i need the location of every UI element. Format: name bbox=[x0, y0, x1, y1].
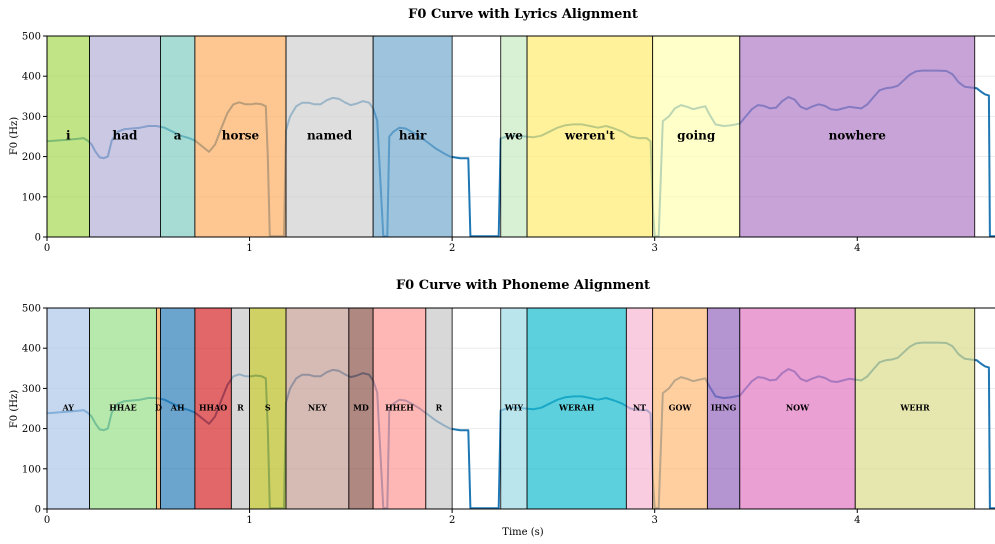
lyrics-ticks: 0 100 200 300 400 500 0 1 2 3 4 bbox=[22, 32, 861, 255]
phoneme-panel-xlabel: Time (s) bbox=[502, 527, 543, 538]
phoneme-axes-frame bbox=[46, 307, 995, 510]
phoneme-segment-11 bbox=[500, 307, 528, 510]
phoneme-segment-labels: AY HHAE D AH HHAO R S NEY MD HHEH R WIY WERAH NT GOW IH… bbox=[62, 403, 930, 413]
lyrics-segment-label-7: weren't bbox=[564, 129, 615, 143]
lyrics-ytick-label: 400 bbox=[22, 72, 41, 83]
lyrics-segment-label-0: i bbox=[66, 129, 71, 143]
phoneme-segment-label-6: S bbox=[265, 403, 271, 413]
lyrics-segments bbox=[46, 35, 976, 238]
phoneme-ytick-label: 400 bbox=[22, 344, 41, 355]
phoneme-segment-label-9: HHEH bbox=[385, 403, 414, 413]
lyrics-segment-7 bbox=[526, 35, 654, 238]
lyrics-segment-8 bbox=[652, 35, 741, 238]
lyrics-segment-9 bbox=[739, 35, 976, 238]
phoneme-panel: F0 Curve with Phoneme Alignment F0 (Hz) … bbox=[9, 278, 995, 538]
lyrics-segment-label-3: horse bbox=[222, 129, 260, 143]
lyrics-xtick-label: 4 bbox=[854, 243, 860, 254]
phoneme-xtick-label: 1 bbox=[246, 515, 252, 526]
lyrics-segment-label-9: nowhere bbox=[829, 129, 887, 143]
phoneme-segment-label-5: R bbox=[237, 403, 244, 413]
phoneme-segment-label-7: NEY bbox=[308, 403, 327, 413]
phoneme-segment-9 bbox=[372, 307, 427, 510]
phoneme-segment-label-2: D bbox=[155, 403, 162, 413]
phoneme-segment-1 bbox=[89, 307, 157, 510]
phoneme-segment-0 bbox=[46, 307, 90, 510]
phoneme-segment-label-0: AY bbox=[62, 403, 75, 413]
phoneme-segment-label-16: NOW bbox=[786, 403, 810, 413]
phoneme-segment-17 bbox=[854, 307, 976, 510]
phoneme-segment-label-14: GOW bbox=[669, 403, 693, 413]
lyrics-ytick-label: 200 bbox=[22, 152, 41, 163]
lyrics-panel: F0 Curve with Lyrics Alignment F0 (Hz) 0… bbox=[9, 7, 995, 254]
phoneme-ytick-label: 100 bbox=[22, 464, 41, 475]
lyrics-segment-5 bbox=[372, 35, 453, 238]
lyrics-xtick-label: 3 bbox=[652, 243, 658, 254]
phoneme-segment-label-12: WERAH bbox=[558, 403, 595, 413]
lyrics-axes-frame bbox=[46, 35, 995, 238]
lyrics-ytick-label: 300 bbox=[22, 112, 41, 123]
phoneme-ytick-label: 200 bbox=[22, 424, 41, 435]
phoneme-segment-label-11: WIY bbox=[504, 403, 524, 413]
lyrics-segment-4 bbox=[285, 35, 374, 238]
phoneme-segment-label-8: MD bbox=[353, 403, 369, 413]
phoneme-segment-label-1: HHAE bbox=[109, 403, 136, 413]
phoneme-segment-label-15: IHNG bbox=[711, 403, 737, 413]
lyrics-panel-title: F0 Curve with Lyrics Alignment bbox=[408, 7, 638, 22]
lyrics-segment-3 bbox=[194, 35, 287, 238]
phoneme-segment-label-13: NT bbox=[633, 403, 646, 413]
lyrics-segment-label-1: had bbox=[113, 129, 139, 143]
phoneme-segment-label-3: AH bbox=[170, 403, 185, 413]
lyrics-segment-labels: i had a horse named hair we weren't going nowhere bbox=[66, 129, 886, 143]
lyrics-ytick-label: 500 bbox=[22, 32, 41, 43]
lyrics-panel-ylabel: F0 (Hz) bbox=[9, 117, 20, 155]
phoneme-segments bbox=[46, 307, 976, 510]
phoneme-panel-ylabel: F0 (Hz) bbox=[9, 390, 20, 428]
phoneme-ytick-label: 300 bbox=[22, 384, 41, 395]
lyrics-segment-label-8: going bbox=[677, 129, 716, 143]
phoneme-ytick-label: 500 bbox=[22, 304, 41, 315]
phoneme-segment-15 bbox=[706, 307, 741, 510]
phoneme-segment-label-4: HHAO bbox=[199, 403, 227, 413]
lyrics-segment-label-2: a bbox=[174, 129, 182, 143]
phoneme-ticks: 0 100 200 300 400 500 0 1 2 3 4 bbox=[22, 304, 861, 527]
lyrics-segment-label-6: we bbox=[504, 129, 523, 143]
phoneme-segment-label-17: WEHR bbox=[899, 403, 930, 413]
phoneme-xtick-label: 3 bbox=[652, 515, 658, 526]
phoneme-ytick-label: 0 bbox=[35, 505, 41, 516]
phoneme-xtick-label: 2 bbox=[449, 515, 455, 526]
lyrics-ytick-label: 0 bbox=[35, 233, 41, 244]
lyrics-segment-label-4: named bbox=[307, 129, 353, 143]
lyrics-xtick-label: 2 bbox=[449, 243, 455, 254]
lyrics-ytick-label: 100 bbox=[22, 192, 41, 203]
lyrics-segment-2 bbox=[160, 35, 196, 238]
phoneme-segment-4 bbox=[194, 307, 232, 510]
lyrics-xtick-label: 0 bbox=[44, 243, 50, 254]
lyrics-segment-1 bbox=[89, 35, 161, 238]
phoneme-xtick-label: 4 bbox=[854, 515, 860, 526]
phoneme-panel-title: F0 Curve with Phoneme Alignment bbox=[396, 278, 650, 293]
phoneme-segment-14 bbox=[652, 307, 708, 510]
phoneme-xtick-label: 0 bbox=[44, 515, 50, 526]
phoneme-segment-label-10: R bbox=[436, 403, 443, 413]
lyrics-xtick-label: 1 bbox=[246, 243, 252, 254]
lyrics-segment-label-5: hair bbox=[399, 129, 427, 143]
